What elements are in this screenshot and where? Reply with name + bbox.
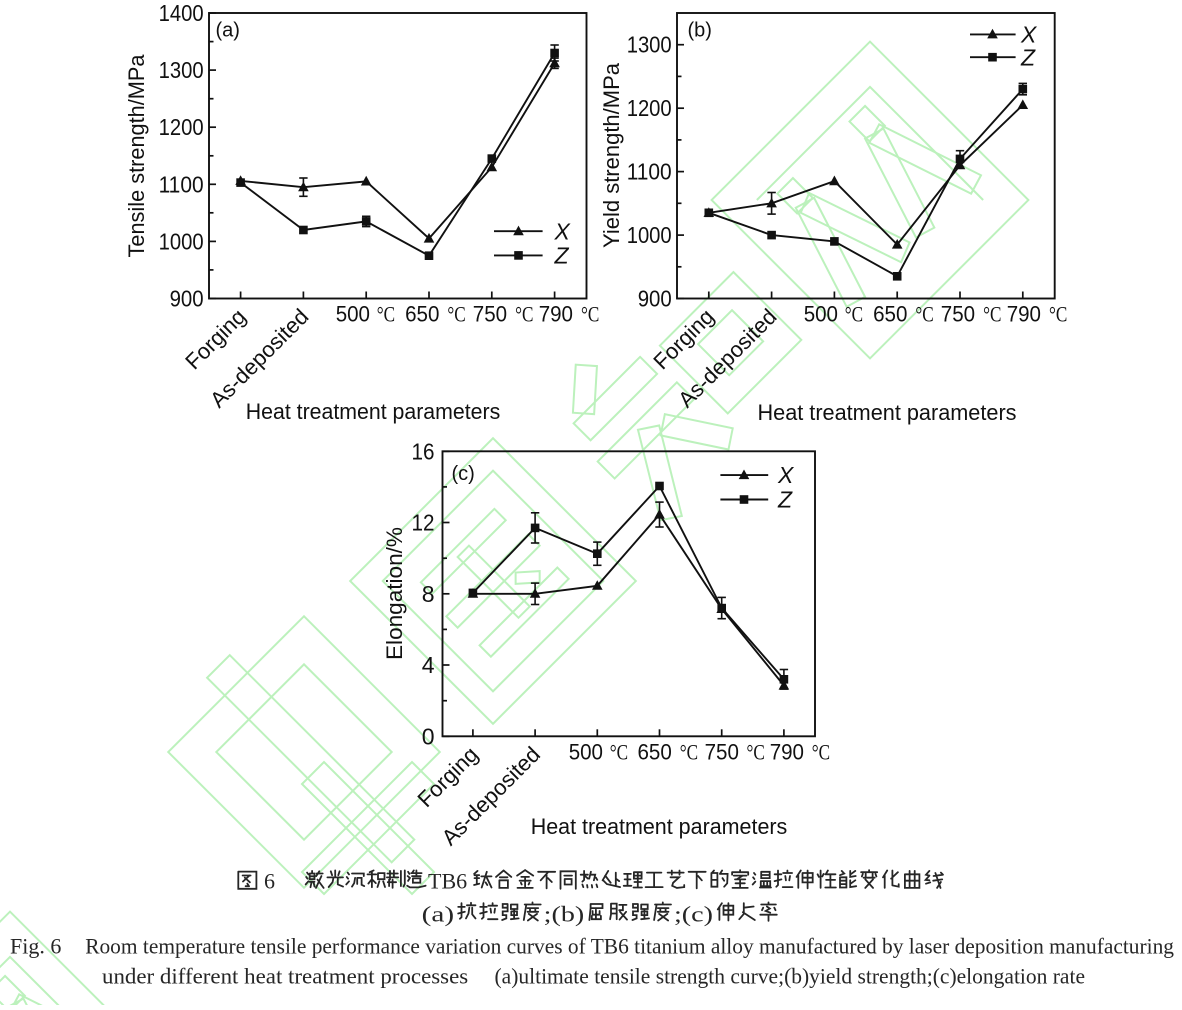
- svg-text:1300: 1300: [159, 57, 204, 83]
- svg-text:TB6: TB6: [428, 869, 467, 894]
- svg-text:1200: 1200: [627, 95, 672, 121]
- svg-text:Z: Z: [554, 242, 570, 268]
- svg-text:0: 0: [422, 723, 435, 749]
- svg-text:°C: °C: [1049, 302, 1067, 327]
- svg-text:(c): (c): [452, 463, 475, 485]
- svg-text:500: 500: [569, 740, 603, 765]
- svg-text:1400: 1400: [159, 0, 204, 26]
- svg-text:1200: 1200: [159, 114, 204, 140]
- svg-text:750: 750: [705, 740, 739, 765]
- svg-text:Z: Z: [777, 487, 793, 513]
- svg-text:Fig. 6: Fig. 6: [10, 934, 61, 959]
- svg-text:;(b): ;(b): [544, 902, 585, 927]
- svg-text:790: 790: [539, 302, 573, 327]
- svg-text:1100: 1100: [627, 159, 672, 185]
- svg-text:°C: °C: [983, 302, 1001, 327]
- svg-text:X: X: [777, 462, 795, 488]
- svg-text:650: 650: [638, 740, 672, 765]
- svg-text:900: 900: [170, 286, 204, 312]
- svg-text:16: 16: [412, 438, 435, 464]
- svg-text:°C: °C: [747, 740, 765, 765]
- svg-text:°C: °C: [447, 302, 465, 327]
- svg-text:(b): (b): [688, 20, 712, 42]
- svg-text:1000: 1000: [627, 222, 672, 248]
- svg-text:°C: °C: [377, 302, 395, 327]
- svg-text:Z: Z: [1020, 45, 1036, 71]
- svg-text:Heat treatment parameters: Heat treatment parameters: [758, 400, 1017, 425]
- svg-text:Room temperature tensile perfo: Room temperature tensile performance var…: [85, 934, 1174, 959]
- svg-text:X: X: [554, 219, 572, 245]
- svg-text:°C: °C: [581, 302, 599, 327]
- svg-text:Tensile strength/MPa: Tensile strength/MPa: [124, 54, 149, 257]
- svg-text:1300: 1300: [627, 32, 672, 58]
- svg-text:Elongation/%: Elongation/%: [382, 527, 407, 660]
- svg-text:6: 6: [264, 869, 275, 894]
- svg-text:°C: °C: [610, 740, 628, 765]
- svg-text:(a): (a): [422, 902, 455, 927]
- svg-text:12: 12: [412, 510, 435, 536]
- svg-text:(a): (a): [216, 20, 240, 42]
- svg-text:;(c): ;(c): [674, 902, 713, 927]
- svg-text:Heat treatment parameters: Heat treatment parameters: [531, 814, 788, 839]
- svg-text:°C: °C: [845, 302, 863, 327]
- svg-text:Yield strength/MPa: Yield strength/MPa: [599, 63, 624, 248]
- svg-text:°C: °C: [812, 740, 830, 765]
- svg-text:750: 750: [941, 302, 975, 327]
- svg-text:°C: °C: [680, 740, 698, 765]
- svg-text:4: 4: [422, 652, 435, 678]
- svg-text:1000: 1000: [159, 228, 204, 254]
- svg-text:1100: 1100: [159, 171, 204, 197]
- svg-text:500: 500: [336, 302, 370, 327]
- svg-text:790: 790: [770, 740, 804, 765]
- svg-text:8: 8: [422, 581, 435, 607]
- svg-text:X: X: [1020, 22, 1038, 48]
- svg-text:790: 790: [1007, 302, 1041, 327]
- svg-text:750: 750: [473, 302, 507, 327]
- svg-text:900: 900: [638, 286, 672, 312]
- svg-text:under different heat treatment: under different heat treatment processes: [102, 964, 468, 989]
- svg-text:Heat treatment parameters: Heat treatment parameters: [246, 399, 501, 424]
- svg-text:(a)ultimate tensile strength c: (a)ultimate tensile strength curve;(b)yi…: [495, 964, 1086, 989]
- svg-text:650: 650: [873, 302, 907, 327]
- svg-text:°C: °C: [515, 302, 533, 327]
- svg-text:°C: °C: [915, 302, 933, 327]
- svg-text:650: 650: [405, 302, 439, 327]
- svg-text:500: 500: [804, 302, 838, 327]
